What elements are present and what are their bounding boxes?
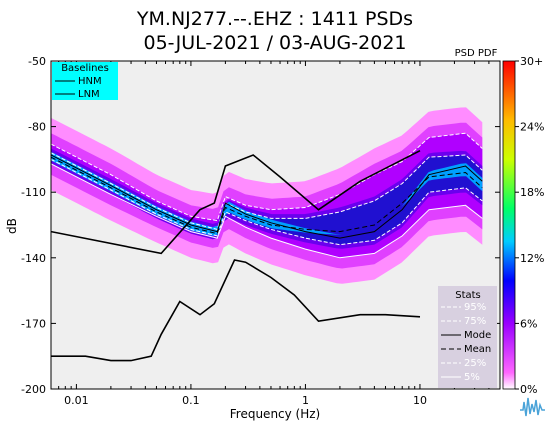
x-tick-label: 10 xyxy=(413,394,427,407)
colorbar-tick-label: 30+ xyxy=(520,55,543,68)
stats-legend-box xyxy=(438,286,497,388)
hnm-legend-label: HNM xyxy=(78,76,102,87)
y-axis-label: dB xyxy=(5,218,19,234)
chart-subtitle: 05-JUL-2021 / 03-AUG-2021 xyxy=(143,32,407,54)
lnm-legend-label: LNM xyxy=(78,89,100,100)
baselines-legend-title: Baselines xyxy=(61,63,109,74)
colorbar-tick-label: 6% xyxy=(520,317,537,330)
baselines-legend: Baselines HNM LNM xyxy=(52,62,118,100)
p25-legend-label: 25% xyxy=(464,358,486,369)
colorbar-tick-label: 24% xyxy=(520,121,544,134)
y-tick-label: -80 xyxy=(28,121,46,134)
series-line-95pct xyxy=(51,132,483,222)
series-line-75pct xyxy=(51,152,483,230)
series-line-lnm xyxy=(51,259,421,362)
waveform-logo-icon xyxy=(520,397,545,417)
x-tick-label: 0.01 xyxy=(64,394,89,407)
stats-legend-title: Stats xyxy=(455,290,481,301)
chart-title: YM.NJ277.--.EHZ : 1411 PSDs xyxy=(136,8,414,30)
colorbar-title: PSD PDF xyxy=(455,48,498,59)
p5-legend-label: 5% xyxy=(464,372,480,383)
mean-legend-label: Mean xyxy=(464,344,491,355)
colorbar-tick-label: 18% xyxy=(520,186,544,199)
series-line-hnm xyxy=(51,149,421,255)
p75-legend-label: 75% xyxy=(464,316,486,327)
series-line-mode xyxy=(51,154,483,239)
y-tick-label: -200 xyxy=(21,383,46,396)
pdf-band-dense xyxy=(51,152,483,245)
x-tick-label: 0.1 xyxy=(182,394,200,407)
colorbar xyxy=(502,60,516,390)
y-tick-label: -110 xyxy=(21,186,46,199)
mode-legend-label: Mode xyxy=(464,330,491,341)
p95-legend-label: 95% xyxy=(464,302,486,313)
y-tick-label: -50 xyxy=(28,55,46,68)
colorbar-tick-label: 0% xyxy=(520,383,537,396)
colorbar-tick-label: 12% xyxy=(520,252,544,265)
y-tick-label: -170 xyxy=(21,317,46,330)
series-line-25pct xyxy=(51,158,483,246)
plot-frame xyxy=(50,60,501,390)
series-line-5pct xyxy=(51,163,483,259)
y-tick-label: -140 xyxy=(21,252,46,265)
stats-legend: Stats 95% 75% Mode Mean 25% 5% xyxy=(438,286,497,388)
x-axis-label: Frequency (Hz) xyxy=(230,407,321,421)
x-tick-label: 1 xyxy=(302,394,309,407)
